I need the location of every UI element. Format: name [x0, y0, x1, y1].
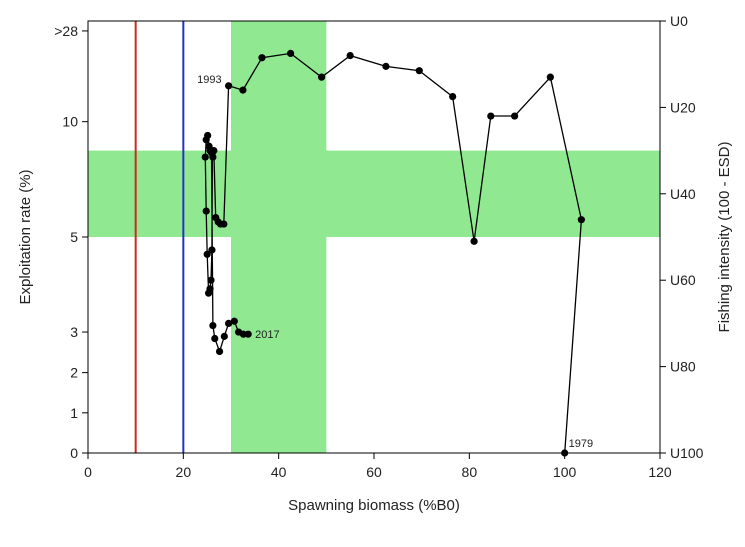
- y-tick-label: 10: [62, 114, 78, 130]
- x-tick-label: 120: [648, 464, 672, 480]
- data-point: [209, 321, 217, 330]
- data-point: [215, 347, 224, 356]
- x-tick-label: 100: [553, 464, 577, 480]
- data-point: [202, 207, 210, 215]
- bands: [88, 21, 660, 453]
- y2-tick-label: U40: [670, 186, 696, 202]
- y2-tick-label: U100: [670, 445, 704, 461]
- y2-axis-title: Fishing intensity (100 - ESD): [716, 142, 733, 333]
- data-point: [470, 237, 478, 245]
- series-points: [201, 49, 585, 457]
- annotation-label: 1979: [569, 438, 593, 450]
- data-point: [415, 67, 423, 75]
- x-axis-title: Spawning biomass (%B0): [288, 497, 460, 514]
- data-point: [220, 332, 228, 340]
- data-point: [204, 131, 212, 140]
- data-point: [546, 73, 554, 81]
- annotation-label: 1993: [197, 74, 221, 86]
- data-point: [258, 54, 266, 62]
- y-tick-label: 2: [70, 365, 78, 381]
- data-point: [207, 276, 215, 284]
- data-point: [286, 49, 295, 58]
- data-point: [211, 334, 219, 343]
- data-point: [244, 330, 252, 338]
- x-tick-label: 60: [366, 464, 382, 480]
- annotation-label: 2017: [255, 329, 279, 341]
- y-axis-left: 0 1 2 3 5 10 >28: [54, 23, 88, 461]
- data-point: [204, 289, 213, 297]
- data-point: [239, 86, 247, 94]
- y2-tick-label: U0: [670, 13, 688, 29]
- y2-tick-label: U20: [670, 99, 696, 115]
- x-tick-label: 20: [176, 464, 192, 480]
- y2-tick-label: U80: [670, 359, 696, 375]
- x-tick-label: 0: [84, 464, 92, 480]
- data-point: [225, 82, 233, 90]
- data-point: [203, 250, 211, 258]
- x-tick-label: 40: [271, 464, 287, 480]
- data-point: [207, 149, 216, 157]
- data-point: [449, 93, 457, 101]
- x-axis: 0 20 40 60 80 100 120: [84, 453, 672, 480]
- y2-tick-label: U60: [670, 272, 696, 288]
- data-point: [212, 213, 220, 222]
- data-point: [317, 73, 326, 81]
- y-tick-label: 1: [70, 405, 78, 421]
- data-point: [208, 246, 216, 254]
- data-point: [511, 112, 519, 120]
- data-point: [577, 216, 585, 224]
- data-point: [201, 153, 209, 161]
- y-tick-label: 0: [70, 445, 78, 461]
- data-point: [230, 317, 238, 325]
- y-tick-label: 5: [70, 229, 78, 245]
- data-point: [487, 112, 495, 120]
- y-axis-right: U0 U20 U40 U60 U80 U100: [660, 13, 704, 461]
- y-tick-label: >28: [54, 23, 78, 39]
- horizontal-band: [88, 150, 660, 237]
- data-point: [561, 449, 569, 457]
- data-point: [382, 62, 390, 70]
- data-point: [346, 51, 354, 60]
- y-tick-label: 3: [70, 324, 78, 340]
- x-tick-label: 80: [462, 464, 478, 480]
- reference-lines: [134, 21, 185, 453]
- annotations: 1993 2017 1979: [197, 74, 593, 450]
- y-axis-title: Exploitation rate (%): [17, 169, 34, 304]
- data-point: [225, 319, 233, 327]
